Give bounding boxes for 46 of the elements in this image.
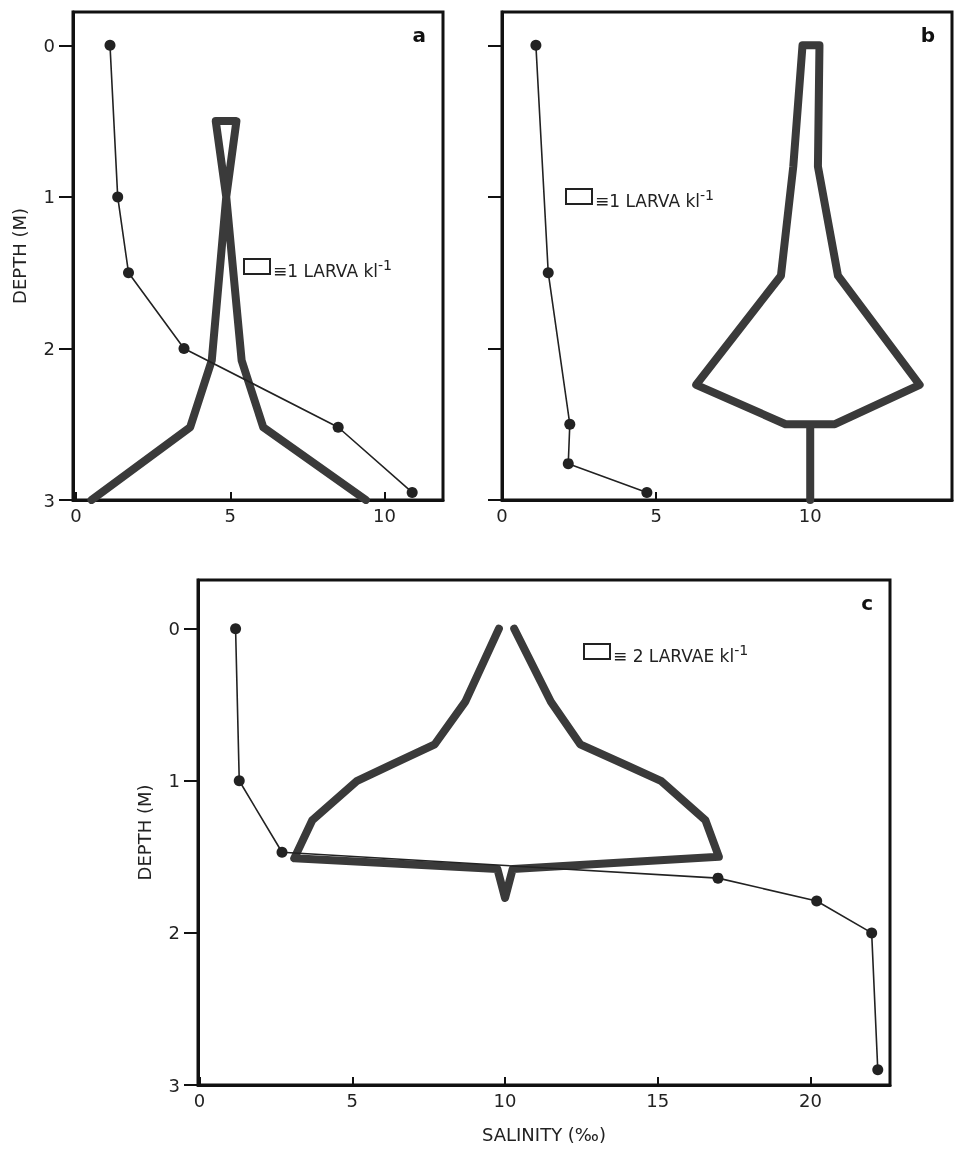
y-tick-label: 1 xyxy=(168,770,180,792)
y-tick-label: 0 xyxy=(168,618,180,640)
point xyxy=(641,486,653,498)
point xyxy=(233,775,245,787)
point xyxy=(712,872,724,884)
point xyxy=(811,895,823,907)
x-tick-label: 0 xyxy=(70,504,82,526)
x-tick-label: 20 xyxy=(799,1089,823,1111)
text: c xyxy=(861,591,873,615)
point xyxy=(332,421,344,433)
x-tick-label: 5 xyxy=(224,504,236,526)
x-tick-label: 5 xyxy=(346,1089,359,1111)
annotation: ≡1 LARVA kl$^{-1}$ xyxy=(595,186,715,211)
x-tick-label: 0 xyxy=(193,1089,206,1111)
y-tick-label: 3 xyxy=(43,489,55,511)
point xyxy=(178,342,190,354)
annotation: ≡ 2 LARVAE kl$^{-1}$ xyxy=(613,641,749,666)
point xyxy=(564,418,576,430)
x-tick-label: 10 xyxy=(372,504,396,526)
y-tick-label: 3 xyxy=(168,1074,180,1096)
point xyxy=(230,623,242,635)
x-axis-title: SALINITY (‰) xyxy=(481,1123,607,1145)
text: a xyxy=(412,23,426,47)
point xyxy=(530,39,542,51)
y-tick-label: 2 xyxy=(43,337,55,359)
point xyxy=(872,1064,884,1076)
x-tick-label: 10 xyxy=(798,504,822,526)
point xyxy=(123,267,134,279)
y-tick-label: 0 xyxy=(43,34,55,56)
point xyxy=(276,846,288,858)
y-tick-label: 1 xyxy=(43,186,55,208)
x-tick-label: 15 xyxy=(646,1089,670,1111)
annotation: ≡1 LARVA kl$^{-1}$ xyxy=(273,256,393,281)
x-tick-label: 0 xyxy=(496,504,508,526)
y-tick-label: 2 xyxy=(168,922,180,944)
point xyxy=(104,39,116,51)
point xyxy=(542,267,554,279)
point xyxy=(866,927,878,939)
point xyxy=(406,486,418,498)
point xyxy=(112,191,124,203)
x-tick-label: 5 xyxy=(650,504,662,526)
text: b xyxy=(920,23,936,47)
y-axis-title: DEPTH (M) xyxy=(133,784,155,881)
x-tick-label: 10 xyxy=(493,1089,517,1111)
point xyxy=(562,458,574,470)
y-axis-title: DEPTH (M) xyxy=(8,208,30,304)
